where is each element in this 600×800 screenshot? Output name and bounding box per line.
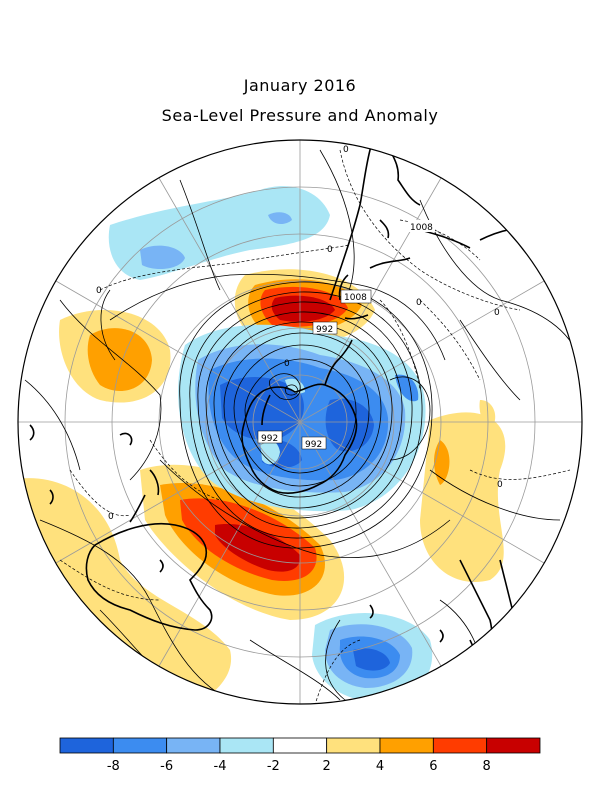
contour-label: 0 (494, 308, 500, 318)
colorbar-bin (486, 737, 541, 754)
graticule (18, 140, 582, 704)
colorbar-tick-label: -8 (107, 759, 120, 774)
colorbar-tick-label: 6 (429, 759, 437, 774)
map-title: January 2016 (243, 76, 357, 95)
colorbar-tick-label: -2 (267, 759, 280, 774)
zero-anomaly-contours (59, 149, 571, 704)
contour-label: 0 (96, 286, 102, 296)
map-border (17, 139, 583, 705)
colorbar-bins (59, 737, 541, 754)
colorbar-bin (166, 737, 221, 754)
colorbar-tick-label: 8 (483, 759, 491, 774)
contour-label: 0 (497, 480, 503, 490)
contour-label: 0 (416, 298, 422, 308)
contour-label: 992 (261, 434, 278, 444)
colorbar-bin (379, 737, 434, 754)
colorbar-bin (59, 737, 114, 754)
isobars (24, 149, 581, 702)
colorbar-tick-label: -4 (214, 759, 227, 774)
contour-label: 0 (327, 245, 333, 255)
colorbar-tick-label: -6 (160, 759, 173, 774)
contour-label: 0 (343, 145, 349, 155)
contour-label: 0 (108, 512, 114, 522)
contour-label: 1008 (410, 223, 433, 233)
colorbar-bin (112, 737, 168, 754)
colorbar-bin (219, 737, 274, 754)
colorbar-tick-label: 4 (376, 759, 384, 774)
colorbar-bin (326, 737, 381, 754)
contour-label: 992 (316, 325, 333, 335)
contour-label: 1008 (344, 293, 367, 303)
colorbar-ticks: -8 -6 -4 -2 2 4 6 8 (107, 759, 491, 774)
map-subtitle: Sea-Level Pressure and Anomaly (161, 106, 439, 125)
colorbar-tick-label: 2 (323, 759, 331, 774)
contour-labels: 0 0 0 0 0 0 0 0 1008 1008 992 992 992 (96, 145, 503, 522)
contour-label: 0 (284, 359, 290, 369)
contour-label: 992 (305, 440, 322, 450)
anomaly-shading (18, 186, 506, 704)
colorbar-bin (432, 737, 488, 754)
colorbar-bin (272, 737, 328, 754)
